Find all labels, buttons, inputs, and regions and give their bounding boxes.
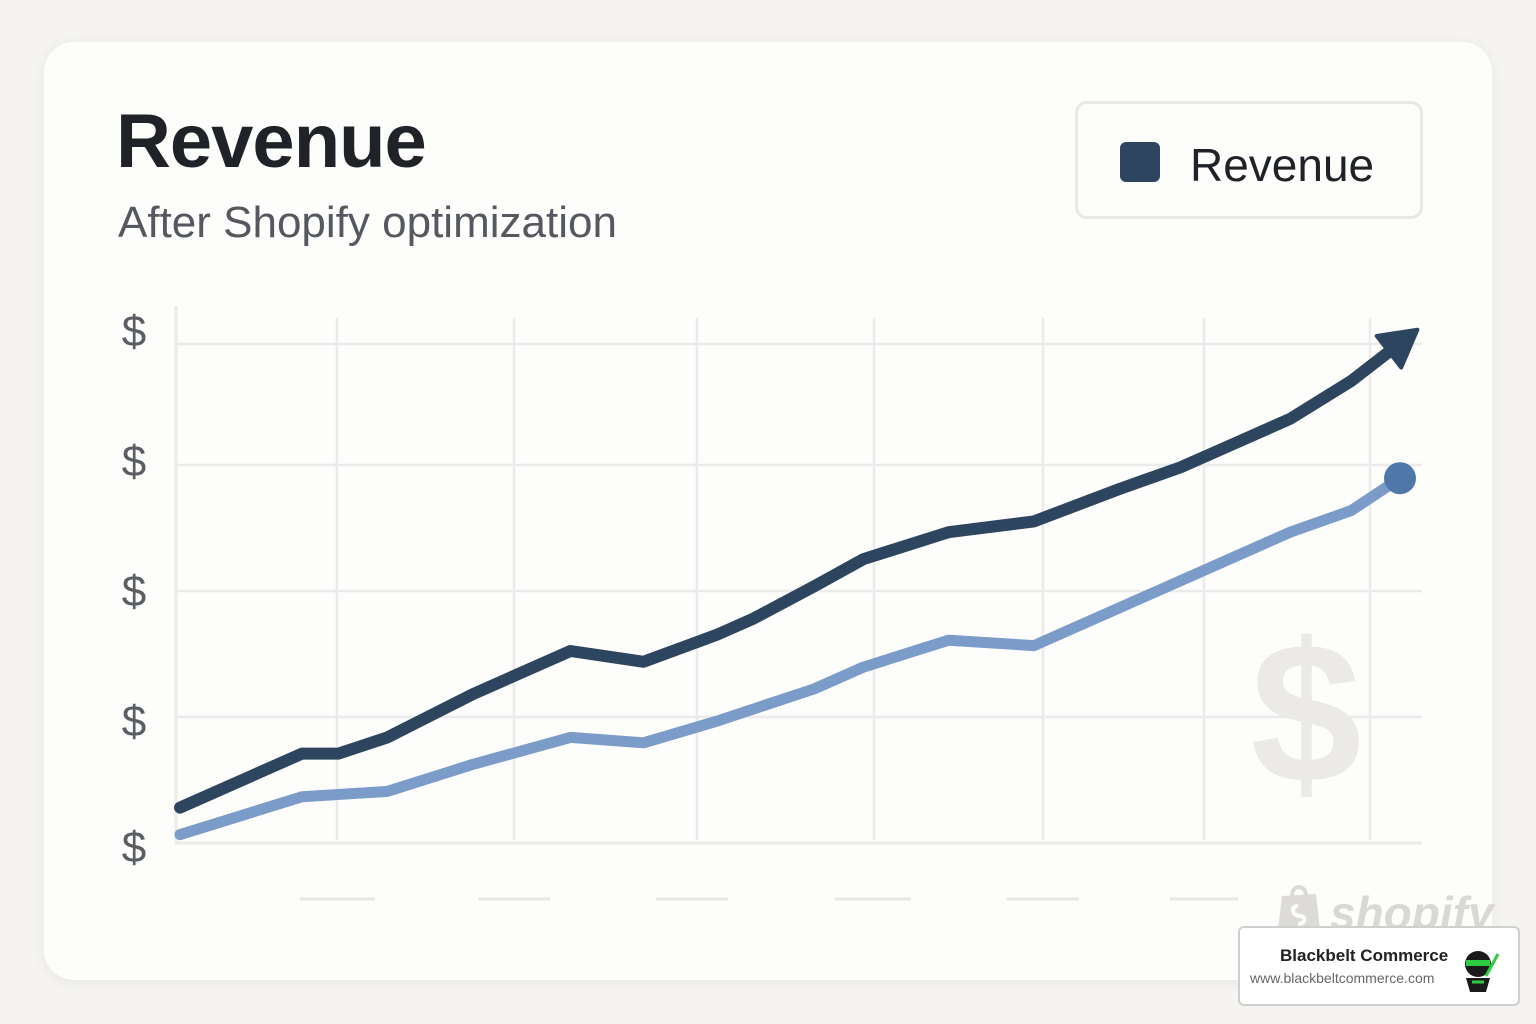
chart-legend: Revenue xyxy=(1075,101,1423,219)
y-tick-label: $ xyxy=(122,567,146,616)
y-tick-label: $ xyxy=(122,823,146,872)
chart-subtitle: After Shopify optimization xyxy=(118,198,617,247)
shopify-bag-icon xyxy=(1278,885,1320,930)
ninja-logo-icon xyxy=(1465,951,1500,992)
series-end-dot xyxy=(1384,462,1416,495)
y-tick-label: $ xyxy=(122,437,146,486)
brand-badge[interactable]: Blackbelt Commerce www.blackbeltcommerce… xyxy=(1238,926,1520,1006)
line-series-secondary xyxy=(174,472,1406,841)
badge-name: Blackbelt Commerce xyxy=(1280,946,1449,965)
legend-swatch xyxy=(1120,142,1160,182)
chart-title: Revenue xyxy=(116,99,427,184)
y-tick-label: $ xyxy=(122,697,146,746)
line-series-revenue xyxy=(174,337,1406,814)
dollar-sign-icon: $ xyxy=(1250,602,1361,825)
legend-label: Revenue xyxy=(1190,139,1375,191)
y-tick-label: $ xyxy=(122,307,146,356)
series-end-arrow xyxy=(1374,327,1420,370)
badge-url: www.blackbeltcommerce.com xyxy=(1250,970,1435,986)
